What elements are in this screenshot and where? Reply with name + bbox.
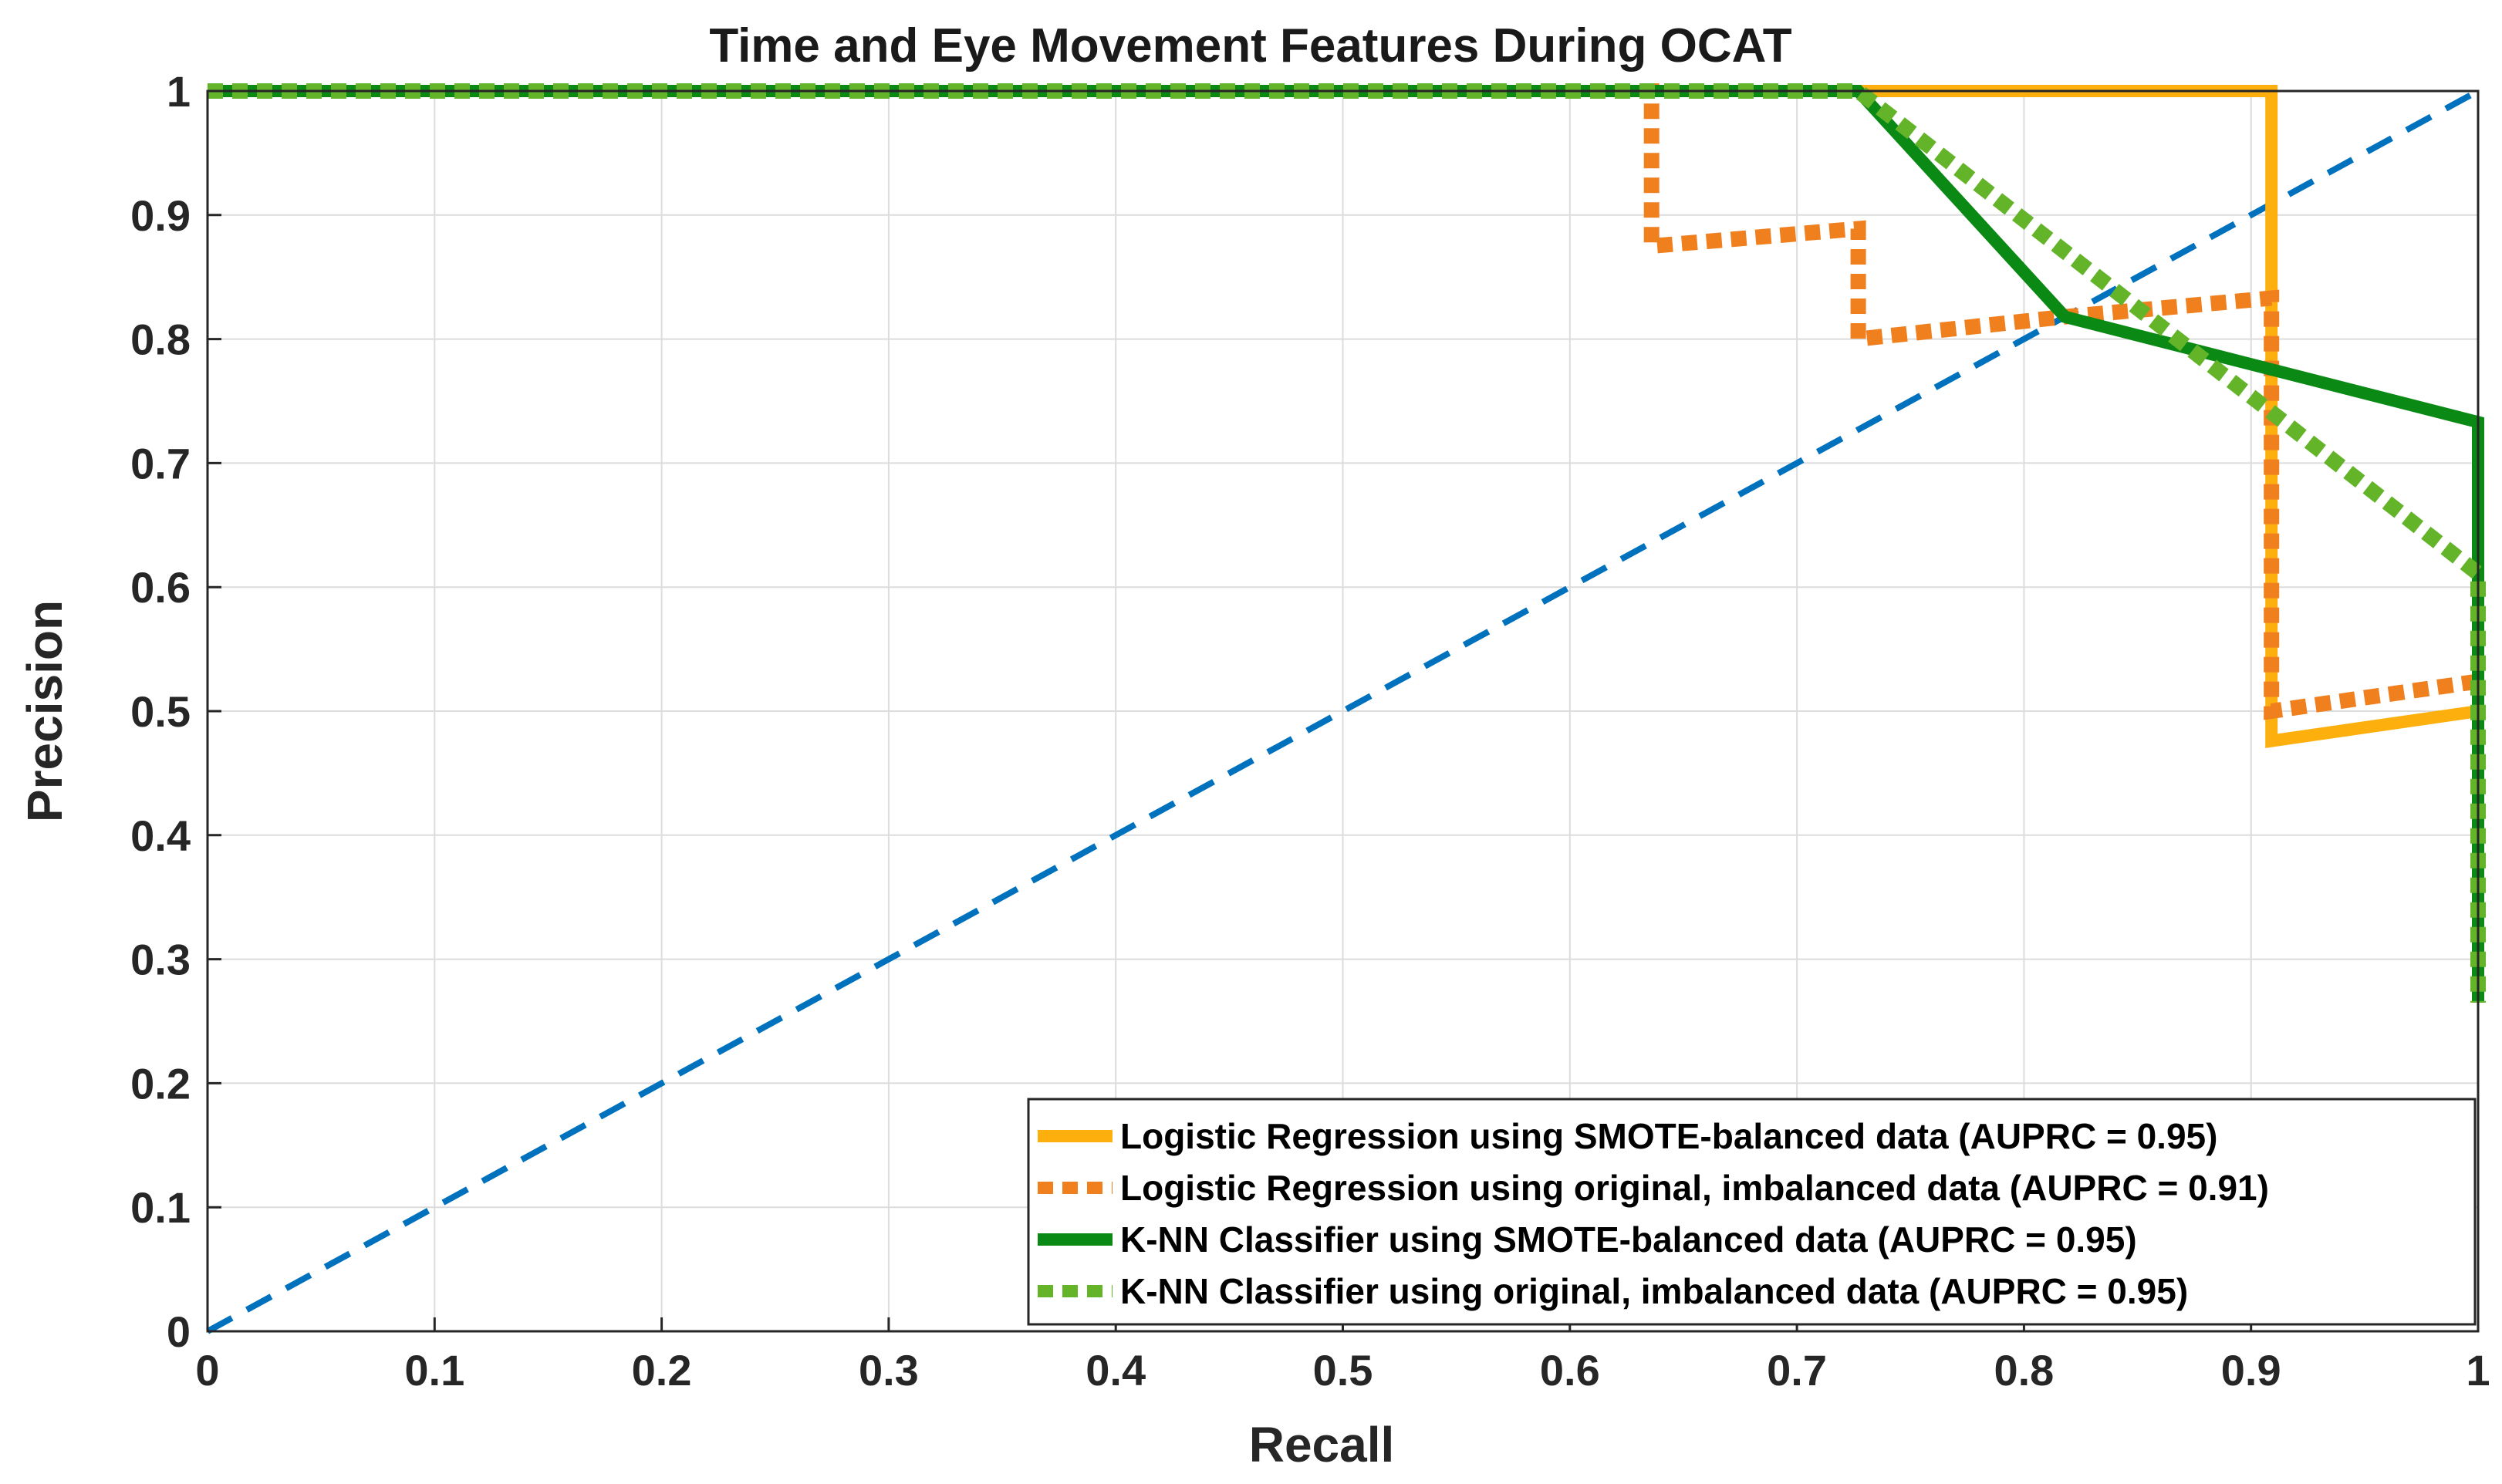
legend: Logistic Regression using SMOTE-balanced… xyxy=(1027,1098,2477,1326)
x-tick-label: 0.9 xyxy=(2221,1346,2281,1395)
legend-box xyxy=(1027,1098,2477,1326)
y-tick-label: 0.2 xyxy=(130,1059,191,1108)
x-tick-label: 0.5 xyxy=(1313,1346,1373,1395)
x-tick-label: 0.1 xyxy=(404,1346,464,1395)
y-axis-label: Precision xyxy=(17,600,73,822)
y-tick-label: 0.8 xyxy=(130,315,191,364)
y-tick-label: 1 xyxy=(167,67,191,116)
y-tick-label: 0.5 xyxy=(130,687,191,736)
legend-entry-2: Logistic Regression using original, imba… xyxy=(1120,1168,2269,1208)
y-tick-label: 0.9 xyxy=(130,191,191,240)
x-tick-label: 0 xyxy=(195,1346,219,1395)
y-tick-label: 0.3 xyxy=(130,936,191,984)
plot-frame xyxy=(206,89,2480,1333)
y-tick-labels: 0 0.1 0.2 0.3 0.4 0.5 0.6 0.7 0.8 0.9 1 xyxy=(130,67,191,1356)
y-tick-label: 0.1 xyxy=(130,1183,191,1232)
x-tick-label: 0.3 xyxy=(859,1346,919,1395)
x-tick-labels: 0 0.1 0.2 0.3 0.4 0.5 0.6 0.7 0.8 0.9 1 xyxy=(195,1346,2490,1395)
chart-title: Time and Eye Movement Features During OC… xyxy=(709,19,1791,73)
x-tick-label: 1 xyxy=(2466,1346,2490,1395)
series-line-2 xyxy=(208,83,2480,720)
x-tick-label: 0.8 xyxy=(1994,1346,2054,1395)
series-line-5 xyxy=(206,88,2480,1334)
y-tick-label: 0.7 xyxy=(130,439,191,487)
x-tick-label: 0.6 xyxy=(1540,1346,1600,1395)
y-tick-label: 0.4 xyxy=(130,811,191,860)
legend-entry-1: Logistic Regression using SMOTE-balanced… xyxy=(1120,1116,2217,1156)
legend-entry-3: K-NN Classifier using SMOTE-balanced dat… xyxy=(1120,1219,2137,1260)
x-axis-label: Recall xyxy=(1249,1417,1395,1472)
x-tick-label: 0.2 xyxy=(632,1346,692,1395)
y-tick-label: 0 xyxy=(167,1307,191,1356)
y-tick-label: 0.6 xyxy=(130,563,191,612)
legend-entry-4: K-NN Classifier using original, imbalanc… xyxy=(1120,1271,2188,1311)
x-tick-label: 0.4 xyxy=(1086,1346,1146,1395)
x-tick-label: 0.7 xyxy=(1767,1346,1827,1395)
